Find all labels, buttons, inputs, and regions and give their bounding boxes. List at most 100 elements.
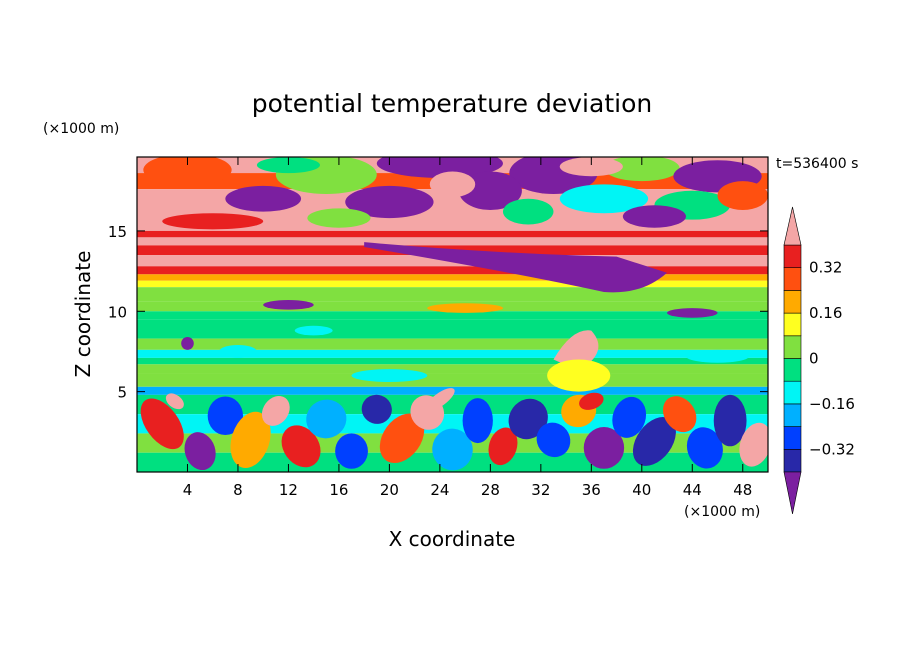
lower-blob	[230, 411, 271, 468]
contour-band	[137, 319, 768, 339]
colorbar-segment	[783, 267, 802, 291]
contour-band	[137, 338, 768, 350]
contour-band	[137, 311, 768, 320]
x-unit-label: (×1000 m)	[684, 504, 760, 520]
contour-band	[137, 287, 768, 302]
colorbar-segment	[783, 335, 802, 359]
y-tick-label: 15	[108, 223, 127, 241]
lower-blob	[261, 395, 290, 426]
lower-blob	[508, 398, 548, 440]
contour-band	[137, 266, 768, 275]
y-axis-label: Z coordinate	[71, 251, 95, 378]
x-tick-label: 24	[430, 481, 449, 499]
upper-blob	[256, 157, 320, 174]
lower-blob	[140, 398, 184, 450]
x-tick-label: 28	[481, 481, 500, 499]
lower-blob	[612, 396, 647, 438]
lower-blob	[662, 396, 697, 433]
lower-blob	[713, 394, 747, 447]
upper-blob	[162, 213, 264, 230]
x-tick-label: 36	[582, 481, 601, 499]
x-tick-label: 48	[733, 481, 752, 499]
mid-blob	[294, 325, 333, 336]
colorbar-segment	[783, 426, 802, 450]
lower-blob	[165, 393, 184, 410]
contour-features	[140, 157, 768, 471]
lower-blob	[583, 427, 625, 469]
upper-blob	[717, 181, 768, 211]
y-unit-label: (×1000 m)	[43, 121, 119, 137]
upper-blob	[429, 171, 476, 198]
time-label: t=536400 s	[776, 156, 858, 172]
x-tick-label: 4	[183, 481, 193, 499]
lower-blob	[306, 399, 347, 439]
mid-blob	[181, 337, 194, 350]
upper-blob	[225, 185, 302, 212]
mid-blob	[263, 300, 314, 310]
plot-area	[137, 157, 768, 472]
colorbar-segment	[783, 380, 802, 405]
mid-blob	[351, 369, 428, 383]
upper-blob	[603, 157, 680, 182]
colorbar-tick-label: −0.16	[809, 395, 855, 413]
lower-blob	[739, 422, 768, 467]
y-tick-label: 5	[117, 384, 127, 402]
lower-blob	[462, 398, 493, 444]
upper-blob	[307, 208, 371, 228]
contour-band	[137, 280, 768, 288]
lower-blob	[632, 417, 676, 466]
lower-blob	[686, 427, 723, 469]
upper-blob	[376, 157, 503, 178]
x-tick-label: 44	[683, 481, 702, 499]
lower-blob	[432, 428, 473, 471]
lower-blob	[488, 427, 518, 466]
lower-blob	[379, 413, 425, 463]
upper-blob	[502, 198, 554, 225]
upper-blob	[622, 205, 686, 228]
mid-blob	[427, 303, 503, 313]
yellow-glow	[547, 359, 611, 392]
upper-blob	[143, 157, 232, 186]
contour-band	[137, 349, 768, 358]
lower-blob	[536, 422, 571, 458]
colorbar-segment	[783, 290, 802, 314]
upper-blob	[458, 171, 522, 211]
contour-band	[137, 237, 768, 246]
contour-band	[137, 394, 768, 415]
contour-band	[137, 357, 768, 365]
x-tick-label: 32	[531, 481, 550, 499]
lower-blob	[361, 394, 392, 424]
lower-blob	[335, 433, 368, 469]
x-tick-label: 8	[233, 481, 243, 499]
chart-title: potential temperature deviation	[252, 89, 652, 118]
colorbar-tick-label: −0.32	[809, 440, 855, 458]
x-tick-label: 20	[380, 481, 399, 499]
colorbar-segment	[783, 244, 802, 269]
lower-blob	[579, 392, 604, 410]
colorbar-segment	[783, 448, 802, 473]
lower-blob	[425, 388, 455, 412]
colorbar-extend-top	[783, 206, 802, 246]
contour-band	[137, 364, 768, 374]
mid-blob	[667, 308, 718, 318]
colorbar-tick-label: 0.16	[809, 304, 842, 322]
x-axis-ticks: 4 8 12 16 20 24 28 32 36 40 44 48	[183, 157, 752, 499]
x-tick-label: 40	[632, 481, 651, 499]
upper-blob	[345, 185, 434, 219]
mid-blob	[219, 345, 257, 358]
colorbar-tick-label: 0.32	[809, 259, 842, 277]
colorbar-segment	[783, 403, 802, 427]
purple-tongue	[364, 242, 668, 293]
colorbar-segment	[783, 312, 802, 337]
lower-blob	[281, 425, 321, 468]
y-axis-ticks: 5 10 15	[108, 223, 768, 402]
lower-blob	[207, 396, 244, 436]
colorbar: 0.32 0.16 0 −0.16 −0.32	[783, 206, 855, 515]
upper-blob	[559, 157, 623, 177]
y-tick-label: 10	[108, 303, 127, 321]
upper-blob	[559, 184, 649, 214]
x-tick-label: 16	[329, 481, 348, 499]
contour-band	[137, 274, 768, 281]
contour-band	[137, 230, 768, 238]
